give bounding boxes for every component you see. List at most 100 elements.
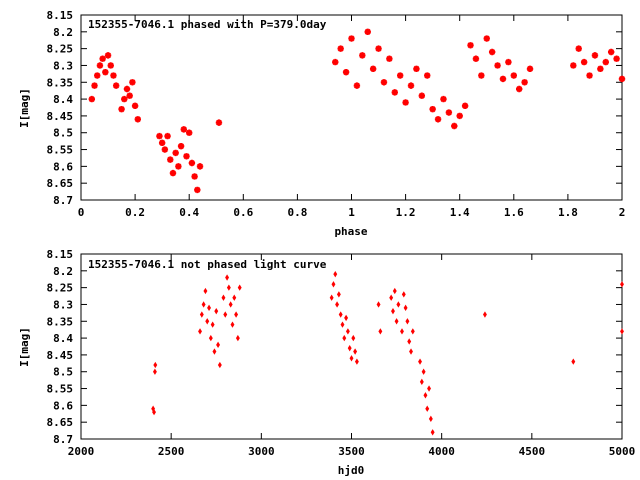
bottom-y-tick-label: 8.55: [47, 383, 74, 396]
bottom-data-point: [405, 318, 410, 325]
top-axis-ticks: 0 0.2 0.4 0.6 0.8 1 1.2 1.4 1.6 1.8 2 8.15 8.2 8.25 8.…: [47, 9, 626, 219]
bottom-data-point: [427, 385, 431, 392]
top-x-tick-label: 0.6: [233, 206, 253, 219]
top-data-points: [88, 28, 626, 194]
top-y-tick-label: 8.5: [53, 127, 73, 140]
bottom-x-tick-label: 4000: [428, 445, 455, 458]
bottom-data-point: [407, 338, 412, 345]
top-data-point: [121, 95, 128, 103]
bottom-data-point: [207, 304, 211, 311]
top-data-point: [177, 142, 185, 150]
top-data-point: [188, 159, 196, 167]
bottom-data-point: [418, 358, 422, 365]
bottom-x-tick-label: 3000: [248, 445, 275, 458]
bottom-data-point: [198, 328, 202, 335]
bottom-data-point: [409, 348, 413, 355]
top-x-tick-label: 0.2: [125, 206, 145, 219]
top-data-point: [96, 62, 104, 69]
top-x-tick-label: 1.4: [450, 206, 470, 219]
bottom-data-point: [235, 334, 240, 342]
bottom-data-point: [410, 328, 415, 335]
top-data-point: [215, 119, 223, 126]
top-data-point: [196, 163, 204, 170]
top-data-point: [434, 116, 442, 123]
top-data-point: [451, 122, 458, 130]
top-data-point: [445, 109, 453, 116]
bottom-y-tick-label: 8.35: [47, 315, 74, 328]
bottom-data-point: [419, 378, 424, 385]
top-data-point: [570, 62, 577, 69]
bottom-data-point: [620, 281, 624, 288]
bottom-data-point: [401, 291, 406, 298]
bottom-x-tick-label: 2000: [68, 445, 95, 458]
top-data-point: [580, 58, 588, 66]
top-data-point: [123, 85, 131, 93]
top-x-tick-label: 1.6: [504, 206, 524, 219]
top-y-axis-label: I[mag]: [18, 88, 31, 128]
bottom-data-point: [237, 284, 242, 291]
top-data-point: [353, 82, 361, 89]
top-data-point: [461, 102, 469, 110]
top-y-tick-label: 8.25: [47, 43, 74, 56]
bottom-data-point: [226, 284, 231, 291]
bottom-data-point: [152, 368, 157, 375]
top-data-point: [407, 82, 415, 89]
top-y-tick-label: 8.6: [53, 160, 73, 173]
top-data-point: [332, 58, 339, 66]
bottom-data-point: [208, 334, 213, 342]
bottom-data-point: [338, 311, 343, 318]
top-y-tick-label: 8.65: [47, 177, 74, 190]
bottom-data-point: [333, 271, 338, 278]
top-data-point: [380, 79, 388, 86]
bottom-y-tick-label: 8.65: [47, 416, 74, 429]
top-data-point: [169, 169, 177, 177]
bottom-data-point: [152, 408, 156, 416]
top-y-tick-label: 8.4: [53, 93, 73, 106]
top-chart-title: 152355-7046.1 phased with P=379.0day: [88, 18, 327, 31]
top-data-point: [175, 163, 182, 170]
bottom-y-tick-label: 8.6: [53, 399, 73, 412]
bottom-data-point: [225, 274, 230, 281]
bottom-data-point: [376, 301, 381, 308]
bottom-data-point: [482, 311, 487, 318]
bottom-data-point: [221, 294, 226, 301]
top-x-axis-label: phase: [334, 225, 367, 238]
top-data-point: [172, 149, 179, 157]
bottom-data-point: [403, 304, 408, 311]
bottom-x-tick-label: 5000: [609, 445, 636, 458]
top-data-point: [418, 92, 426, 99]
bottom-data-point: [428, 415, 433, 422]
bottom-x-tick-label: 4500: [519, 445, 546, 458]
bottom-data-point: [234, 311, 239, 318]
top-x-tick-label: 1.8: [558, 206, 578, 219]
top-data-point: [413, 65, 420, 73]
top-x-tick-label: 1: [348, 206, 355, 219]
top-data-point: [186, 129, 193, 136]
bottom-data-point: [344, 314, 349, 322]
top-data-point: [386, 55, 393, 62]
top-data-point: [526, 65, 534, 73]
top-data-point: [104, 52, 112, 59]
top-data-point: [94, 72, 101, 79]
top-data-point: [167, 156, 174, 163]
top-data-point: [586, 72, 593, 79]
top-data-point: [607, 48, 615, 56]
bottom-plot-frame: [80, 253, 623, 440]
top-data-point: [602, 58, 609, 66]
top-y-tick-label: 8.55: [47, 144, 74, 157]
bottom-data-point: [425, 405, 430, 412]
top-data-point: [521, 79, 528, 86]
bottom-data-point: [329, 294, 334, 301]
bottom-data-point: [400, 328, 404, 335]
top-y-tick-label: 8.7: [53, 194, 73, 207]
bottom-data-point: [389, 294, 394, 301]
top-data-point: [499, 75, 507, 83]
bottom-data-point: [212, 348, 217, 355]
top-data-point: [126, 92, 133, 99]
top-data-point: [391, 89, 398, 96]
bottom-x-axis-label: hjd0: [338, 464, 365, 477]
top-data-point: [483, 35, 490, 42]
top-data-point: [99, 55, 106, 62]
bottom-data-point: [423, 392, 428, 399]
